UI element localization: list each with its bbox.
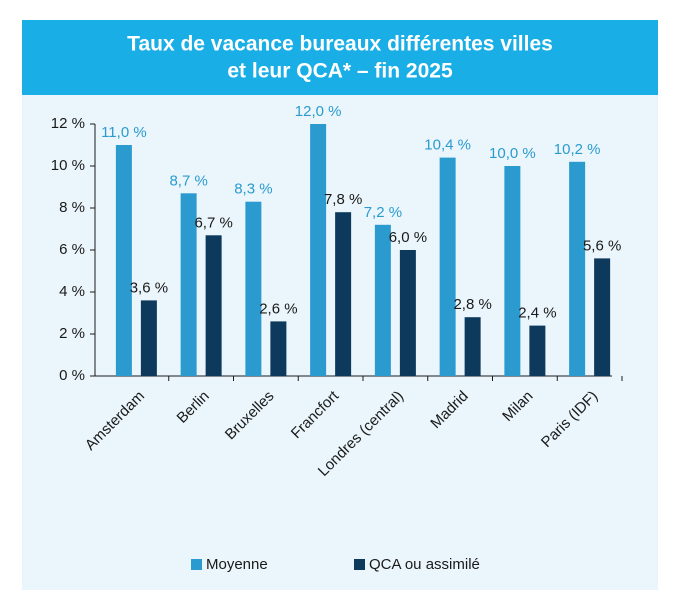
legend-label: QCA ou assimilé bbox=[369, 556, 480, 573]
value-label: 6,7 % bbox=[194, 214, 232, 231]
chart-title: et leur QCA* – fin 2025 bbox=[227, 60, 453, 83]
legend-label: Moyenne bbox=[206, 556, 268, 573]
value-label: 10,4 % bbox=[424, 137, 471, 154]
value-label: 7,8 % bbox=[324, 191, 362, 208]
bar bbox=[205, 235, 222, 376]
value-label: 10,0 % bbox=[489, 145, 536, 162]
bar bbox=[529, 325, 546, 376]
bar bbox=[399, 250, 416, 376]
y-tick-label: 10 % bbox=[51, 157, 85, 174]
bar bbox=[594, 258, 611, 376]
value-label: 11,0 % bbox=[101, 124, 147, 141]
value-label: 10,2 % bbox=[554, 141, 601, 158]
value-label: 2,8 % bbox=[453, 296, 491, 313]
legend-swatch bbox=[354, 559, 365, 570]
bar bbox=[335, 212, 352, 376]
bar bbox=[180, 193, 197, 376]
y-tick-label: 4 % bbox=[59, 283, 85, 300]
bar bbox=[310, 124, 327, 376]
value-label: 3,6 % bbox=[130, 279, 168, 296]
y-tick-label: 8 % bbox=[59, 199, 85, 216]
y-tick-label: 2 % bbox=[59, 325, 85, 342]
value-label: 5,6 % bbox=[583, 237, 621, 254]
chart-title: Taux de vacance bureaux différentes vill… bbox=[127, 33, 553, 56]
bar bbox=[115, 145, 132, 376]
value-label: 8,7 % bbox=[169, 172, 207, 189]
bar bbox=[439, 157, 456, 376]
bar bbox=[504, 166, 521, 376]
value-label: 12,0 % bbox=[295, 103, 342, 120]
bar bbox=[140, 300, 157, 376]
bar bbox=[245, 201, 262, 376]
value-label: 2,6 % bbox=[259, 300, 297, 317]
bar bbox=[569, 161, 586, 376]
value-label: 2,4 % bbox=[518, 305, 556, 322]
bar bbox=[270, 321, 287, 376]
legend-swatch bbox=[191, 559, 202, 570]
bar bbox=[374, 224, 391, 376]
value-label: 7,2 % bbox=[364, 204, 402, 221]
bar bbox=[464, 317, 481, 376]
y-tick-label: 12 % bbox=[51, 115, 85, 132]
y-tick-label: 6 % bbox=[59, 241, 85, 258]
y-tick-label: 0 % bbox=[59, 367, 85, 384]
header bbox=[22, 20, 658, 95]
value-label: 6,0 % bbox=[389, 229, 427, 246]
value-label: 8,3 % bbox=[234, 181, 272, 198]
